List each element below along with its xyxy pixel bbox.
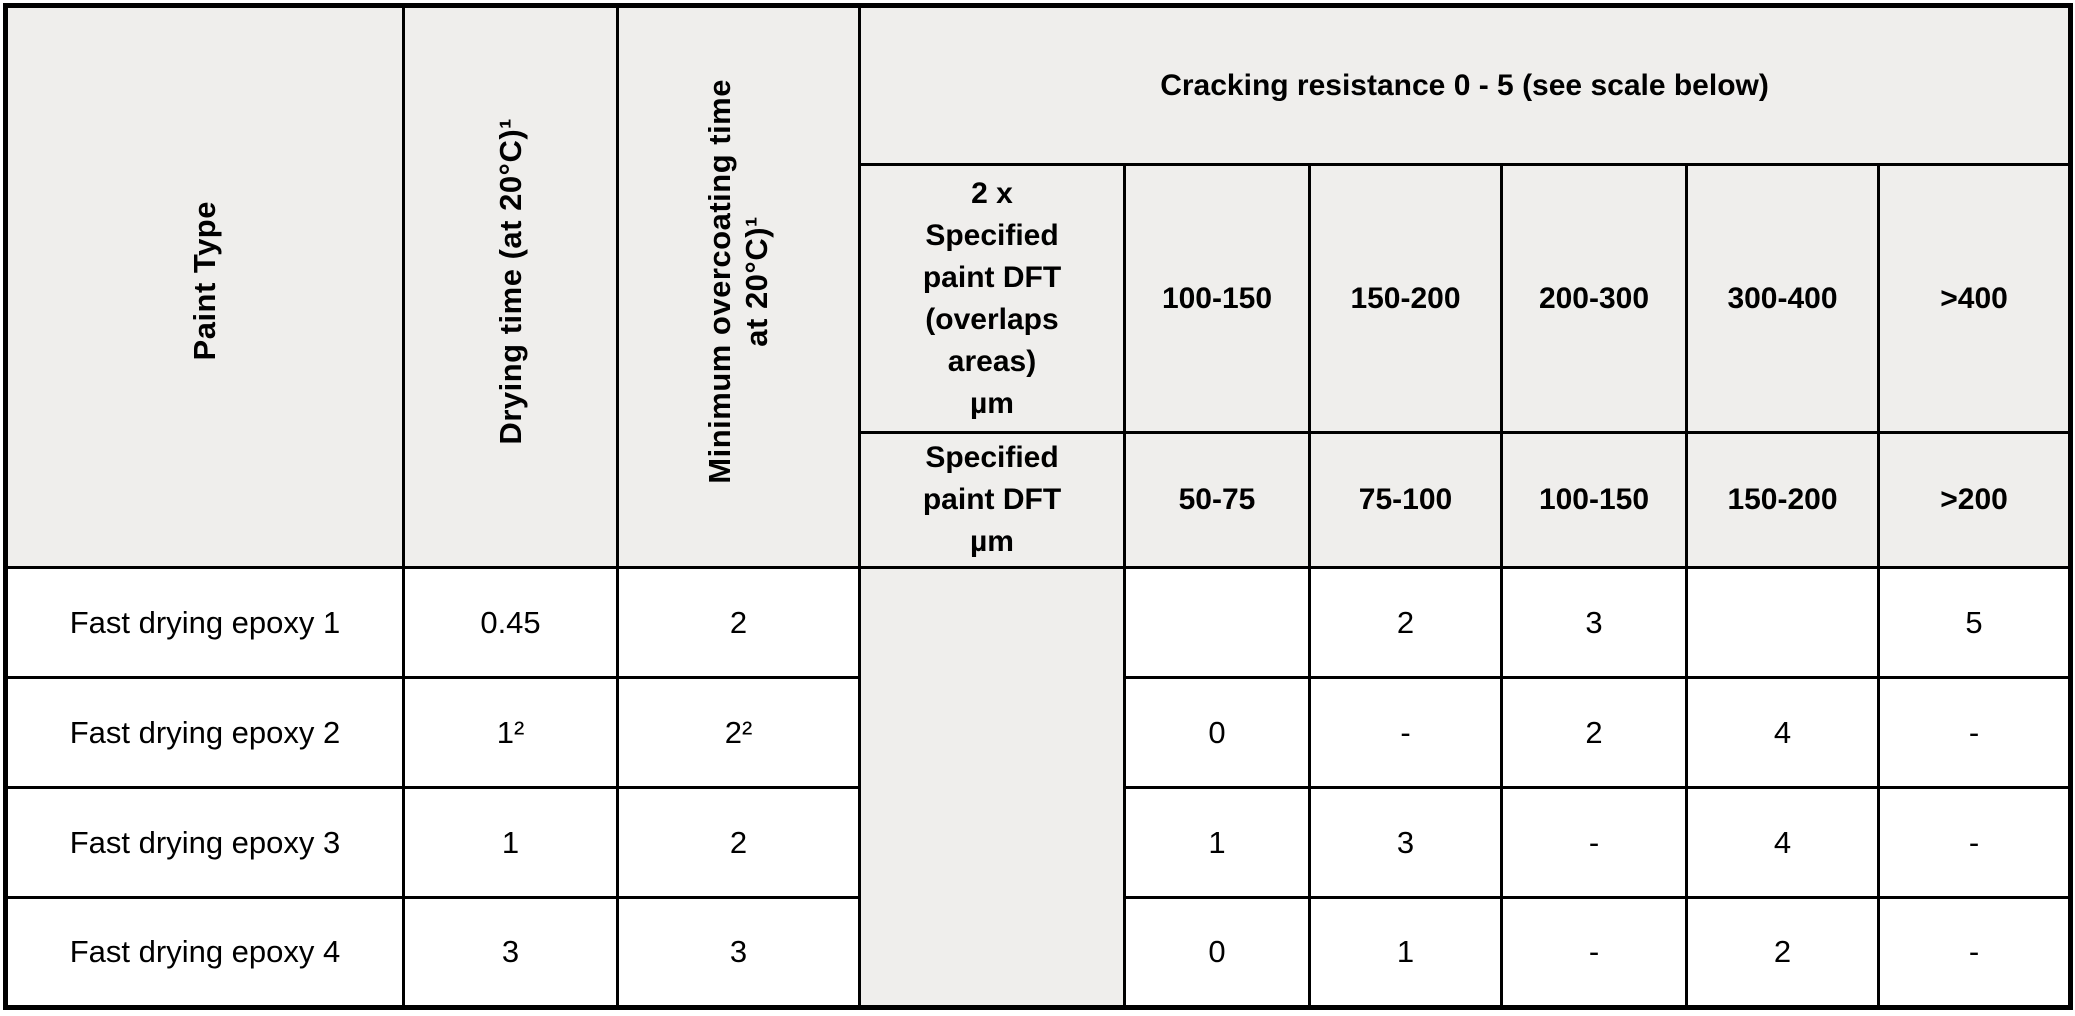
cracking-value-cell: 1 <box>1308 896 1503 1009</box>
dft-overlap-label-cell: 2 x Specified paint DFT (overlaps areas)… <box>858 163 1126 434</box>
cracking-value-cell <box>1685 566 1880 679</box>
overcoating-time-cell: 2 <box>616 786 861 899</box>
specified-range-1: 50-75 <box>1123 431 1311 569</box>
overcoating-time-cell: 2 <box>616 566 861 679</box>
cracking-value-cell: - <box>1308 676 1503 789</box>
cracking-value-cell: 0 <box>1123 896 1311 1009</box>
paint-name-cell: Fast drying epoxy 2 <box>4 676 405 789</box>
specified-range-3: 100-150 <box>1500 431 1688 569</box>
paint-name-cell: Fast drying epoxy 1 <box>4 566 405 679</box>
cracking-value-cell: 1 <box>1123 786 1311 899</box>
table-row: Fast drying epoxy 3 1 2 1 3 - 4 - <box>4 786 2073 899</box>
cracking-value-cell: 4 <box>1685 676 1880 789</box>
drying-time-cell: 1² <box>402 676 619 789</box>
dft-specified-label-cell: Specified paint DFT µm <box>858 431 1126 569</box>
specified-range-4: 150-200 <box>1685 431 1880 569</box>
drying-time-header-cell: Drying time (at 20°C)¹ <box>402 4 619 569</box>
cracking-value-cell: 2 <box>1500 676 1688 789</box>
paint-name-cell: Fast drying epoxy 3 <box>4 786 405 899</box>
min-overcoating-header-label: Minimum overcoating time at 20°C)¹ <box>702 78 775 484</box>
cracking-value-cell: 3 <box>1500 566 1688 679</box>
drying-time-cell: 1 <box>402 786 619 899</box>
paint-cracking-resistance-table: Paint Type Drying time (at 20°C)¹ Minimu… <box>3 3 2074 1010</box>
cracking-value-cell: - <box>1876 786 2073 899</box>
drying-time-cell: 3 <box>402 896 619 1009</box>
paint-name-cell: Fast drying epoxy 4 <box>4 896 405 1009</box>
cracking-value-cell: 2 <box>1308 566 1503 679</box>
overlap-range-3: 200-300 <box>1500 163 1688 434</box>
paint-type-header-cell: Paint Type <box>4 4 405 569</box>
cracking-value-cell: - <box>1876 896 2073 1009</box>
min-overcoating-header-cell: Minimum overcoating time at 20°C)¹ <box>616 4 861 569</box>
cracking-value-cell: 3 <box>1308 786 1503 899</box>
cracking-resistance-title: Cracking resistance 0 - 5 (see scale bel… <box>1160 68 1769 102</box>
cracking-value-cell: - <box>1500 896 1688 1009</box>
specified-range-2: 75-100 <box>1308 431 1503 569</box>
table-row: Fast drying epoxy 2 1² 2² 0 - 2 4 - <box>4 676 2073 789</box>
cracking-value-cell: 0 <box>1123 676 1311 789</box>
overlap-range-1: 100-150 <box>1123 163 1311 434</box>
table-row: Fast drying epoxy 1 0.45 2 2 3 5 <box>4 566 2073 1009</box>
overlap-range-2: 150-200 <box>1308 163 1503 434</box>
dft-column-spacer-cell <box>858 566 1126 1009</box>
table-row: Fast drying epoxy 4 3 3 0 1 - 2 - <box>4 896 2073 1009</box>
drying-time-cell: 0.45 <box>402 566 619 679</box>
overlap-range-5: >400 <box>1876 163 2073 434</box>
cracking-resistance-header-cell: Cracking resistance 0 - 5 (see scale bel… <box>857 4 2073 166</box>
overlap-range-4: 300-400 <box>1685 163 1880 434</box>
cracking-value-cell <box>1123 566 1311 679</box>
cracking-value-cell: 5 <box>1876 566 2073 679</box>
overcoating-time-cell: 2² <box>616 676 861 789</box>
paint-type-header-label: Paint Type <box>187 201 223 361</box>
drying-time-header-label: Drying time (at 20°C)¹ <box>492 117 528 445</box>
cracking-value-cell: - <box>1876 676 2073 789</box>
cracking-value-cell: - <box>1500 786 1688 899</box>
cracking-value-cell: 2 <box>1685 896 1880 1009</box>
overcoating-time-cell: 3 <box>616 896 861 1009</box>
cracking-value-cell: 4 <box>1685 786 1880 899</box>
specified-range-5: >200 <box>1876 431 2073 569</box>
